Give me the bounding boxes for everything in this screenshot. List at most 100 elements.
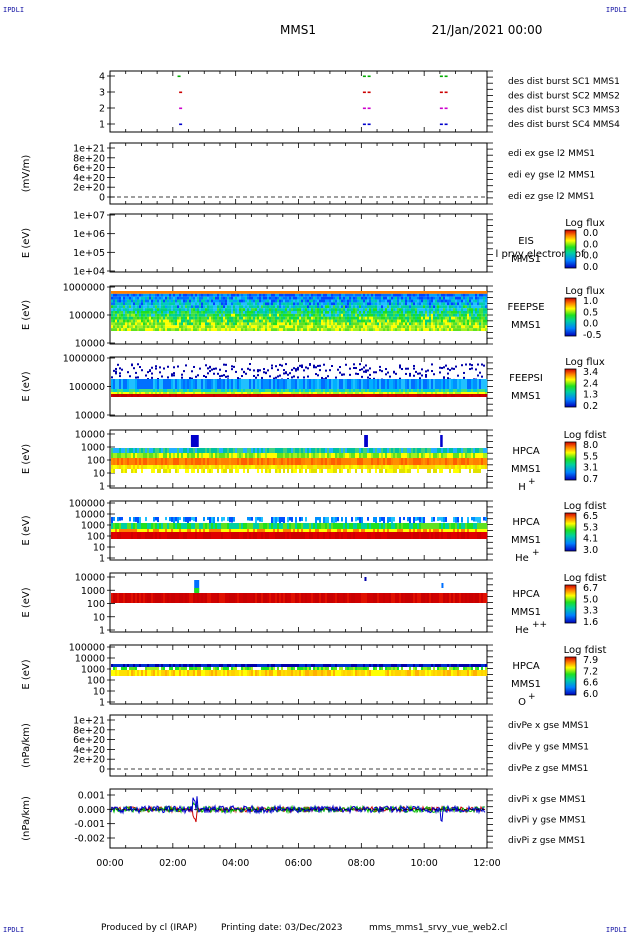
feepse-cell [397,316,400,320]
feepse-cell [229,319,232,323]
feepse-ytick-label: 1000000 [63,283,105,294]
hpca_h-cell [215,458,218,465]
feepsi-cell [159,392,162,394]
feepse-cell [457,325,460,329]
feepsi-cell [343,389,346,392]
feepse-cell [261,325,264,329]
feepsi-speck [365,369,367,372]
hpca_h-cell [241,465,244,469]
hpca_h-cell [235,458,238,465]
feepse-cell [303,311,306,314]
feepse-cell [475,319,478,323]
feepse-cell [243,305,246,309]
feepse-cell [125,302,128,306]
feepse-ytick-label: 100000 [69,311,105,322]
feepse-cell [165,322,168,326]
feepsi-cell [415,392,418,394]
hpca_h-cell [227,465,230,469]
feepse-cell [203,302,206,306]
feepse-cell [195,291,198,294]
feepse-cell [379,311,382,314]
feepsi-cell [223,379,226,389]
hpca_h-cell [449,453,452,458]
feepse-cell [247,316,250,320]
feepse-cell [483,322,486,326]
feepse-cell [151,302,154,306]
hpca_h-cell [271,465,274,469]
feepse-cell [377,316,380,320]
hpca_h-cell [377,453,380,458]
feepse-cell [313,311,316,314]
hpca_h-cell [283,453,286,458]
feepsi-cell [481,392,484,394]
feepse-cell [297,316,300,320]
feepse-cell [197,313,200,317]
feepse-cell [445,305,448,309]
feepse-cell [139,313,142,317]
feepse-cell [463,305,466,309]
feepsi-speck [393,370,395,373]
feepse-cell [389,291,392,294]
feepse-cell [163,305,166,309]
feepse-cell [483,299,486,303]
feepse-cell [195,325,198,329]
feepsi-cell [391,389,394,392]
feepsi-speck [481,363,483,366]
feepsi-speck [427,369,429,372]
hpca_h-cell [191,465,194,469]
feepsi-speck [119,375,121,378]
feepse-cell [171,322,174,326]
feepse-cell [329,328,332,331]
feepse-cell [295,322,298,326]
feepse-cell [227,291,230,294]
feepse-cell [133,319,136,323]
hpca_h-cell [335,458,338,465]
feepsi-cell [251,389,254,392]
feepse-cell [413,311,416,314]
feepse-cell [383,328,386,331]
feepse-cell [173,322,176,326]
hpca_h-cell [293,458,296,465]
feepsi-cell [285,392,288,394]
feepse-cell [431,302,434,306]
feepsi-cell [239,379,242,389]
feepse-cell [343,313,346,317]
feepse-cell [251,311,254,314]
feepsi-cell [125,392,128,394]
feepse-cell [375,302,378,306]
feepse-cell [341,293,344,297]
feepsi-cell [139,392,142,394]
hpca_h-cell [149,458,152,465]
hpca_h-cell [351,458,354,465]
feepse-cell [133,316,136,320]
feepse-cell [453,325,456,329]
feepse-cell [263,305,266,309]
feepse-cell [271,322,274,326]
datetime-title: 21/Jan/2021 00:00 [432,23,543,37]
feepse-cell [209,299,212,303]
hpca_h-cell [285,465,288,469]
feepse-cell [209,316,212,320]
feepsi-cell [313,389,316,392]
feepse-cell [317,325,320,329]
feepse-cell [391,311,394,314]
feepse-cell [337,328,340,331]
feepse-cell [131,322,134,326]
hpca_h-cell [429,448,432,453]
feepsi-cell [165,389,168,392]
feepsi-cell [385,394,388,397]
feepse-cell [247,308,250,311]
feepsi-cell [197,394,200,397]
hpca_h-cell [201,458,204,465]
hpca_h-cell [405,465,408,469]
feepse-cell [331,305,334,309]
feepse-cell [453,299,456,303]
hpca_h-cell [361,453,364,458]
feepsi-cell [435,379,438,389]
feepsi-speck [475,368,477,371]
feepse-cell [285,296,288,300]
feepsi-cell [329,394,332,397]
hpca_h-cell [383,448,386,453]
feepse-cell [151,316,154,320]
feepse-cell [267,313,270,317]
